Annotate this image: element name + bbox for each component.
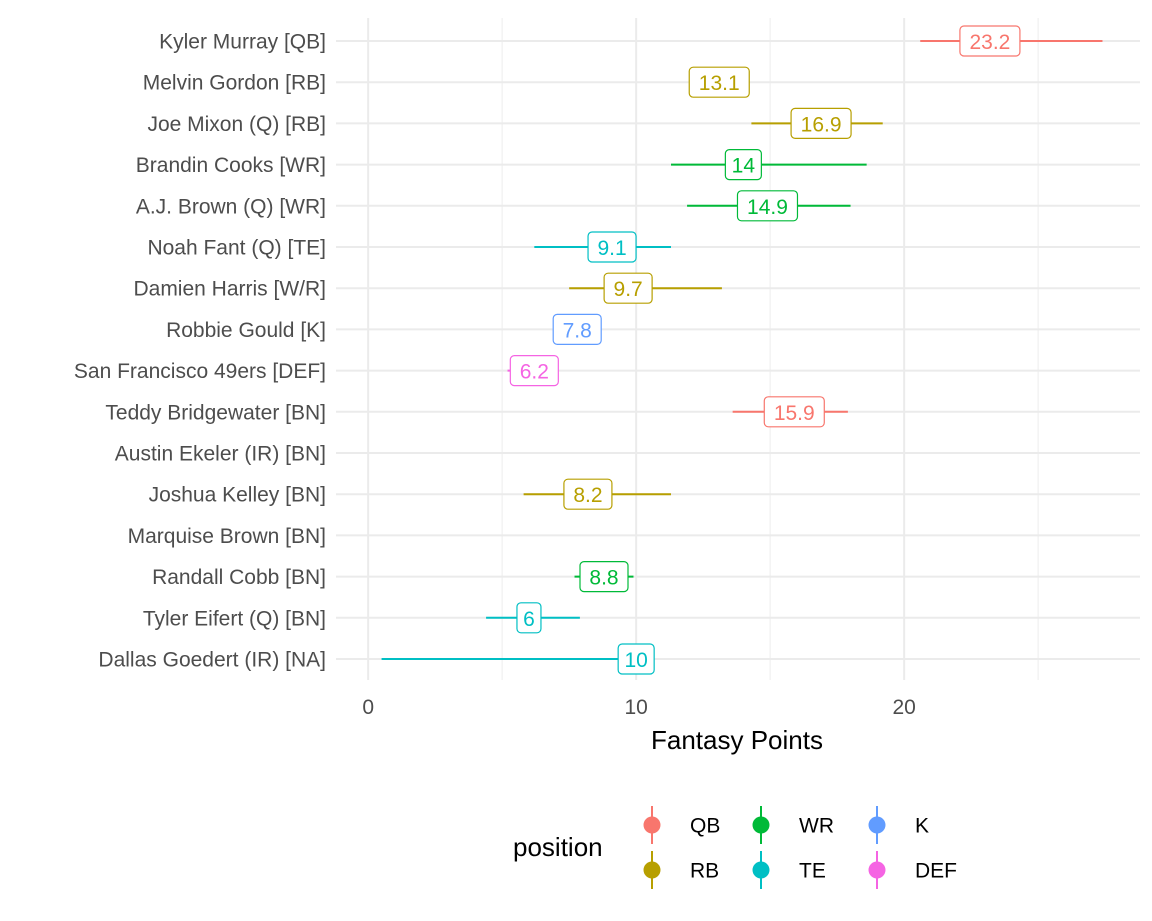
y-tick-label: San Francisco 49ers [DEF] <box>74 360 326 383</box>
legend-key-point <box>643 816 661 834</box>
y-tick-label: Randall Cobb [BN] <box>152 566 326 589</box>
value-label-box <box>587 231 637 263</box>
value-label-box <box>603 272 653 304</box>
value-label-box <box>552 313 602 345</box>
y-tick-label: Teddy Bridgewater [BN] <box>105 401 326 424</box>
value-label: 14.9 <box>747 196 788 219</box>
value-label: 6 <box>523 608 535 631</box>
value-label: 14 <box>732 155 756 178</box>
value-label-box <box>617 643 655 675</box>
value-label-box <box>736 190 799 222</box>
value-label-box <box>959 25 1021 57</box>
value-label-box <box>516 602 542 634</box>
legend-key-point <box>643 861 661 879</box>
value-label-box <box>509 355 559 387</box>
legend-label: DEF <box>915 860 957 883</box>
y-tick-label: Noah Fant (Q) [TE] <box>147 237 326 260</box>
y-tick-label: Brandin Cooks [WR] <box>136 154 326 177</box>
value-label-box <box>763 396 825 428</box>
x-tick-label: 0 <box>362 696 374 719</box>
y-tick-label: Melvin Gordon [RB] <box>143 72 326 95</box>
grid-lines <box>336 18 1140 680</box>
legend-key-qb <box>643 806 661 844</box>
legend-label: QB <box>690 815 720 838</box>
legend-key-point <box>868 816 886 834</box>
value-label-box <box>579 560 629 593</box>
value-label-box <box>688 66 750 98</box>
legend: position QB RB WR TE K DEF <box>513 806 957 889</box>
value-label: 10 <box>624 649 647 672</box>
y-tick-label: Robbie Gould [K] <box>166 319 326 342</box>
y-axis-tick-labels: Kyler Murray [QB] Melvin Gordon [RB] Joe M… <box>74 31 326 672</box>
legend-key-te <box>752 851 770 889</box>
value-label: 16.9 <box>801 113 842 136</box>
legend-key-k <box>868 806 886 844</box>
legend-key-def <box>868 851 886 889</box>
y-tick-label: Joe Mixon (Q) [RB] <box>147 113 326 136</box>
y-tick-label: Dallas Goedert (IR) [NA] <box>98 649 326 672</box>
data-marks: 23.2 13.1 16.9 14 14.9 9.1 9.7 7.8 6.2 15.9 8.2 8.8… <box>381 25 1103 675</box>
y-tick-label: Joshua Kelley [BN] <box>149 484 326 507</box>
legend-key-point <box>752 861 770 879</box>
y-tick-label: Austin Ekeler (IR) [BN] <box>115 443 326 466</box>
value-label: 8.8 <box>589 567 618 590</box>
value-label: 15.9 <box>774 402 815 425</box>
value-label: 9.1 <box>597 237 626 260</box>
x-tick-label: 20 <box>892 696 915 719</box>
value-label-box <box>790 107 852 140</box>
value-label-box <box>563 478 613 510</box>
y-tick-label: Damien Harris [W/R] <box>133 278 326 301</box>
legend-label: TE <box>799 860 826 883</box>
y-tick-label: Marquise Brown [BN] <box>128 525 326 548</box>
value-label: 7.8 <box>563 319 592 342</box>
y-tick-label: Tyler Eifert (Q) [BN] <box>143 607 326 630</box>
value-label: 9.7 <box>614 278 643 301</box>
value-label: 6.2 <box>520 361 549 384</box>
legend-key-rb <box>643 851 661 889</box>
legend-label: K <box>915 815 929 838</box>
legend-key-point <box>752 816 770 834</box>
legend-key-point <box>868 861 886 879</box>
x-axis-title: Fantasy Points <box>651 725 823 755</box>
legend-title: position <box>513 832 603 862</box>
value-label: 13.1 <box>699 72 740 95</box>
value-label-box <box>724 149 762 181</box>
legend-label: RB <box>690 860 719 883</box>
y-tick-label: A.J. Brown (Q) [WR] <box>136 195 326 218</box>
value-label: 8.2 <box>573 484 602 507</box>
y-tick-label: Kyler Murray [QB] <box>159 31 326 54</box>
legend-key-wr <box>752 806 770 844</box>
x-tick-label: 10 <box>624 696 647 719</box>
value-label: 23.2 <box>969 31 1010 54</box>
x-axis-tick-labels: 0 10 20 <box>362 696 916 719</box>
legend-label: WR <box>799 815 834 838</box>
